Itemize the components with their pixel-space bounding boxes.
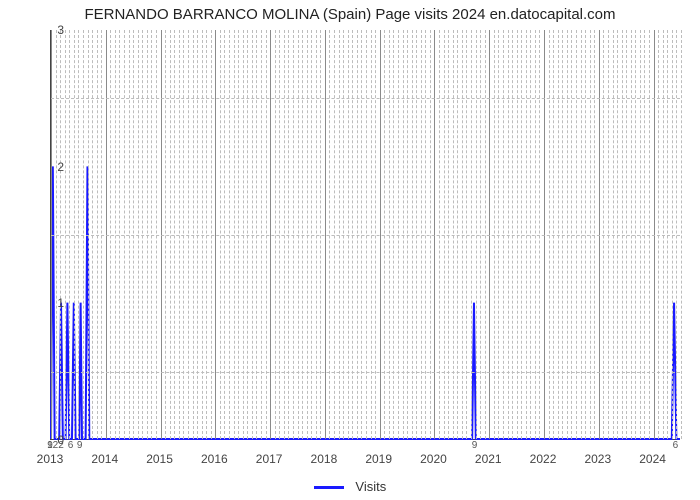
x-tick-label: 2021 [475,452,502,466]
x-tick-label: 2023 [584,452,611,466]
legend: Visits [0,479,700,494]
x-tick-label: 2017 [256,452,283,466]
x-small-label: 122 [47,440,64,451]
x-tick-label: 2015 [146,452,173,466]
x-tick-label: 2019 [365,452,392,466]
y-grid-minor [51,98,680,99]
x-small-label: 6 [673,440,679,451]
x-tick-label: 2018 [311,452,338,466]
x-tick-label: 2013 [37,452,64,466]
x-grid-minor [681,30,682,439]
x-small-label: 6 [68,440,74,451]
x-tick-label: 2020 [420,452,447,466]
y-grid-minor [51,235,680,236]
x-small-label: 9 [77,440,83,451]
x-tick-label: 2022 [530,452,557,466]
x-tick-label: 2016 [201,452,228,466]
x-small-label: 9 [472,440,478,451]
x-tick-label: 2024 [639,452,666,466]
y-tick-label: 2 [44,160,64,174]
y-grid-minor [51,372,680,373]
legend-swatch [314,486,344,489]
legend-label: Visits [355,479,386,494]
chart-title: FERNANDO BARRANCO MOLINA (Spain) Page vi… [0,6,700,23]
y-tick-label: 3 [44,23,64,37]
chart-container: FERNANDO BARRANCO MOLINA (Spain) Page vi… [0,0,700,500]
y-tick-label: 1 [44,296,64,310]
plot-area [50,30,680,440]
x-tick-label: 2014 [91,452,118,466]
